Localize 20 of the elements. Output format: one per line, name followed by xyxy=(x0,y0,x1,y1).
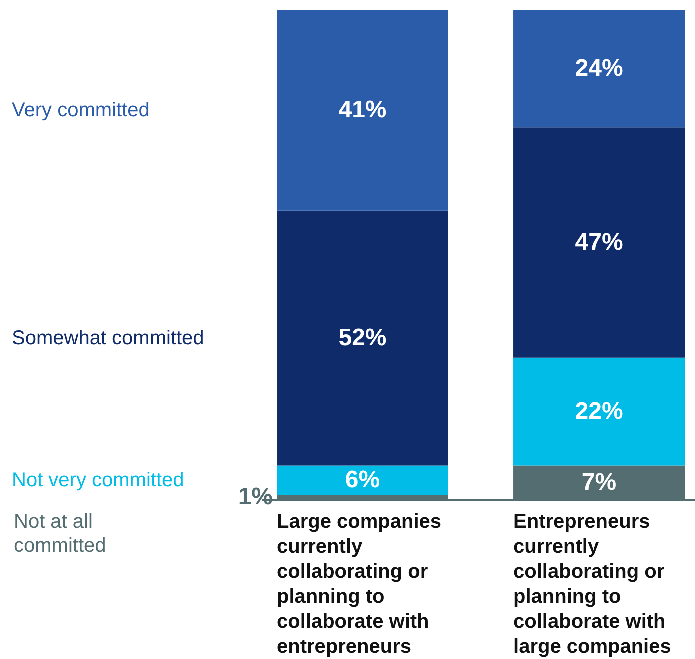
bar xyxy=(277,210,448,466)
data-label: 7% xyxy=(582,468,617,496)
bar xyxy=(277,466,448,496)
data-label: 52% xyxy=(338,324,387,352)
bar xyxy=(514,358,685,466)
data-label: 22% xyxy=(575,398,624,425)
x-tick-label: Large companies currently collaborating or planning to collaborate with entrepreneurs xyxy=(277,511,442,658)
bar xyxy=(514,128,685,358)
data-label: 24% xyxy=(575,54,624,82)
bar xyxy=(514,10,685,128)
text: Somewhat committed xyxy=(12,327,204,350)
data-label: 41% xyxy=(338,96,387,124)
text: Not at all committed xyxy=(14,511,106,557)
text: Not very committed xyxy=(12,469,184,492)
bar xyxy=(277,10,448,211)
data-label: 6% xyxy=(345,466,380,494)
data-label: 1% xyxy=(238,484,273,511)
x-tick-label: Entrepreneurs currently collaborating or planning to collaborate with large companies xyxy=(514,511,672,658)
text: Very committed xyxy=(12,99,150,122)
data-label: 47% xyxy=(575,228,624,256)
